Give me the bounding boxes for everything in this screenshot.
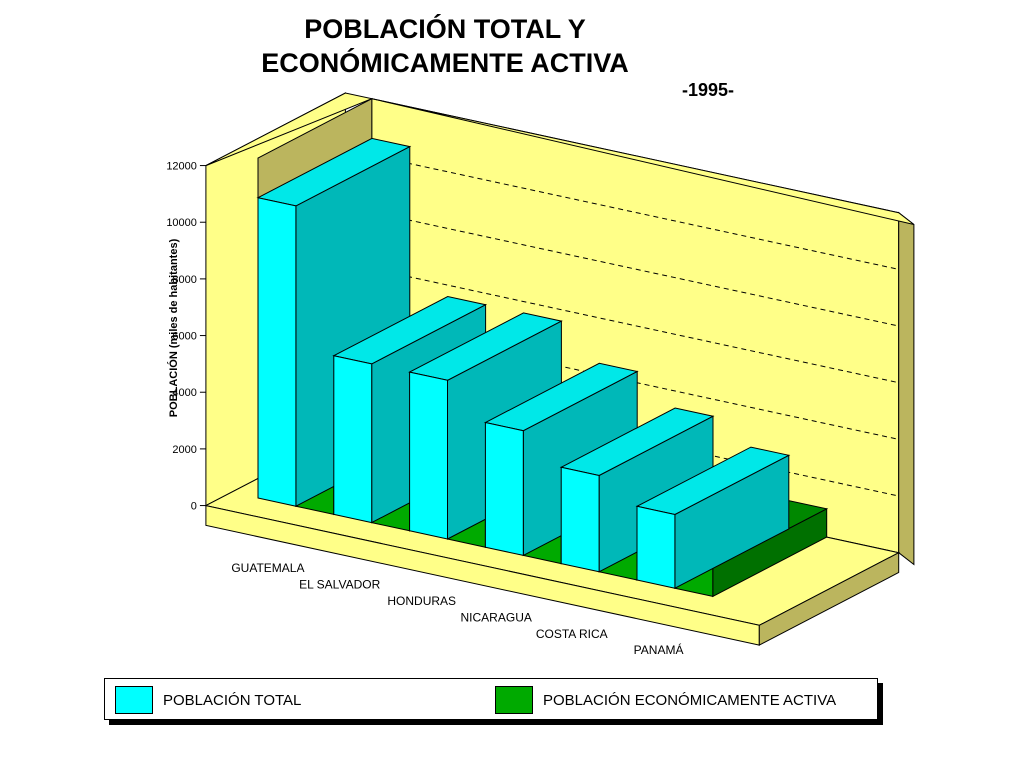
x-tick-label: EL SALVADOR <box>299 578 380 592</box>
y-tick-label: 0 <box>191 501 197 513</box>
bar-total-5-front <box>636 505 676 589</box>
bars <box>256 137 829 598</box>
bar-chart-3d: 0 2000 4000 6000 8000 10000 12000 GUATEMALA EL … <box>166 92 915 657</box>
floor-right-edge <box>758 551 900 646</box>
y-tick-label: 12000 <box>166 161 197 173</box>
bar-total-0-front <box>257 197 297 507</box>
y-tick-label: 10000 <box>166 217 197 229</box>
y-axis: 0 2000 4000 6000 8000 10000 12000 <box>166 161 206 513</box>
y-tick-label: 2000 <box>172 444 196 456</box>
x-tick-label: HONDURAS <box>387 594 456 608</box>
x-tick-label: COSTA RICA <box>536 627 608 641</box>
bar-total-5 <box>635 446 791 590</box>
bar-total-3-front <box>484 421 524 557</box>
chart-title-line1: POBLACIÓN TOTAL Y <box>304 14 586 44</box>
bar-total-4-front <box>560 466 600 573</box>
chart-title: POBLACIÓN TOTAL Y ECONÓMICAMENTE ACTIVA <box>180 12 710 80</box>
legend-swatch-activa <box>495 686 533 714</box>
top-rim <box>205 92 915 225</box>
y-axis-label: POBLACIÓN (miles de habitantes) <box>167 238 180 417</box>
legend-swatch-total <box>115 686 153 714</box>
legend-item-total: POBLACIÓN TOTAL <box>115 686 301 714</box>
legend-item-activa: POBLACIÓN ECONÓMICAMENTE ACTIVA <box>495 686 836 714</box>
y-tick-label: 6000 <box>172 331 196 343</box>
legend-label-activa: POBLACIÓN ECONÓMICAMENTE ACTIVA <box>543 691 837 709</box>
chart-title-line2: ECONÓMICAMENTE ACTIVA <box>261 48 629 78</box>
bar-total-1-front <box>333 355 373 524</box>
x-tick-label: GUATEMALA <box>231 561 304 575</box>
x-axis-labels: GUATEMALA EL SALVADOR HONDURAS NICARAGUA COS… <box>231 561 683 657</box>
y-tick-label: 8000 <box>172 274 196 286</box>
chart-subtitle: -1995- <box>682 80 735 100</box>
right-wall-edge <box>898 211 915 566</box>
legend: POBLACIÓN TOTAL POBLACIÓN ECONÓMICAMENTE… <box>104 678 878 720</box>
legend-label-total: POBLACIÓN TOTAL <box>163 691 302 709</box>
bar-total-2-front <box>409 371 448 540</box>
bar-total-4 <box>559 407 715 573</box>
y-tick-label: 4000 <box>172 387 196 399</box>
x-tick-label: PANAMÁ <box>634 642 684 657</box>
x-tick-label: NICARAGUA <box>461 610 532 624</box>
